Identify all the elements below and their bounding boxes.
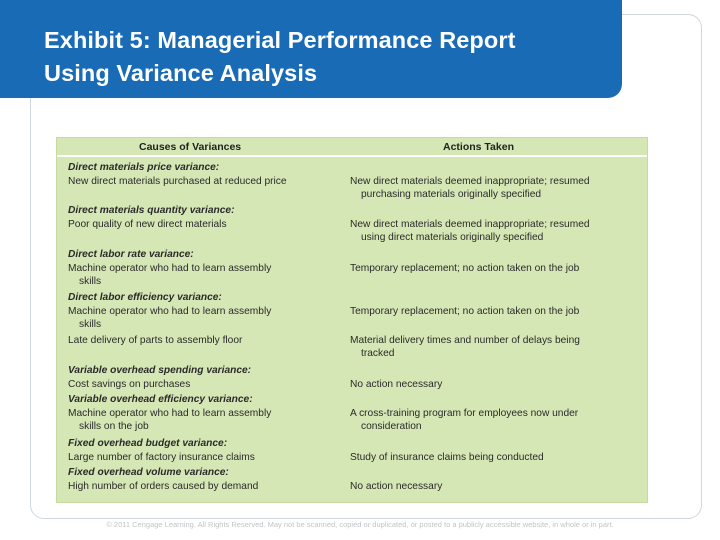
action-text: tracked (361, 348, 395, 359)
action-text: No action necessary (350, 379, 443, 390)
section-heading: Variable overhead spending variance: (68, 365, 252, 376)
action-text: No action necessary (350, 481, 443, 492)
section-heading: Direct labor rate variance: (68, 249, 194, 260)
section-heading: Fixed overhead budget variance: (68, 438, 228, 449)
cause-text: Cost savings on purchases (68, 379, 191, 390)
copyright-footer: © 2011 Cengage Learning. All Rights Rese… (106, 520, 614, 529)
slide-title: Exhibit 5: Managerial Performance Report… (44, 24, 516, 90)
column-header-actions: Actions Taken (443, 141, 514, 153)
action-text: Study of insurance claims being conducte… (350, 452, 544, 463)
cause-text: Poor quality of new direct materials (68, 219, 227, 230)
cause-text: skills on the job (79, 421, 149, 432)
cause-text: Machine operator who had to learn assemb… (68, 263, 272, 274)
action-text: A cross-training program for employees n… (350, 408, 579, 419)
action-text: New direct materials deemed inappropriat… (350, 176, 590, 187)
section-heading: Direct materials price variance: (68, 162, 220, 173)
action-text: using direct materials originally specif… (361, 232, 544, 243)
cause-text: High number of orders caused by demand (68, 481, 259, 492)
cause-text: skills (79, 276, 102, 287)
title-banner: Exhibit 5: Managerial Performance Report… (0, 0, 622, 98)
variance-table: Causes of Variances Actions Taken Direct… (56, 137, 648, 503)
title-line-2: Using Variance Analysis (44, 60, 318, 86)
column-header-causes: Causes of Variances (139, 141, 242, 153)
action-text: Material delivery times and number of de… (350, 335, 580, 346)
cause-text: New direct materials purchased at reduce… (68, 176, 287, 187)
cause-text: Machine operator who had to learn assemb… (68, 408, 272, 419)
action-text: New direct materials deemed inappropriat… (350, 219, 590, 230)
action-text: consideration (361, 421, 422, 432)
cause-text: Large number of factory insurance claims (68, 452, 255, 463)
cause-text: skills (79, 319, 102, 330)
section-heading: Variable overhead efficiency variance: (68, 394, 253, 405)
header-divider (57, 155, 647, 157)
title-line-1: Exhibit 5: Managerial Performance Report (44, 27, 516, 53)
action-text: Temporary replacement; no action taken o… (350, 306, 580, 317)
cause-text: Machine operator who had to learn assemb… (68, 306, 272, 317)
cause-text: Late delivery of parts to assembly floor (68, 335, 243, 346)
action-text: Temporary replacement; no action taken o… (350, 263, 580, 274)
action-text: purchasing materials originally specifie… (361, 189, 542, 200)
section-heading: Fixed overhead volume variance: (68, 467, 229, 478)
section-heading: Direct labor efficiency variance: (68, 292, 222, 303)
section-heading: Direct materials quantity variance: (68, 205, 235, 216)
